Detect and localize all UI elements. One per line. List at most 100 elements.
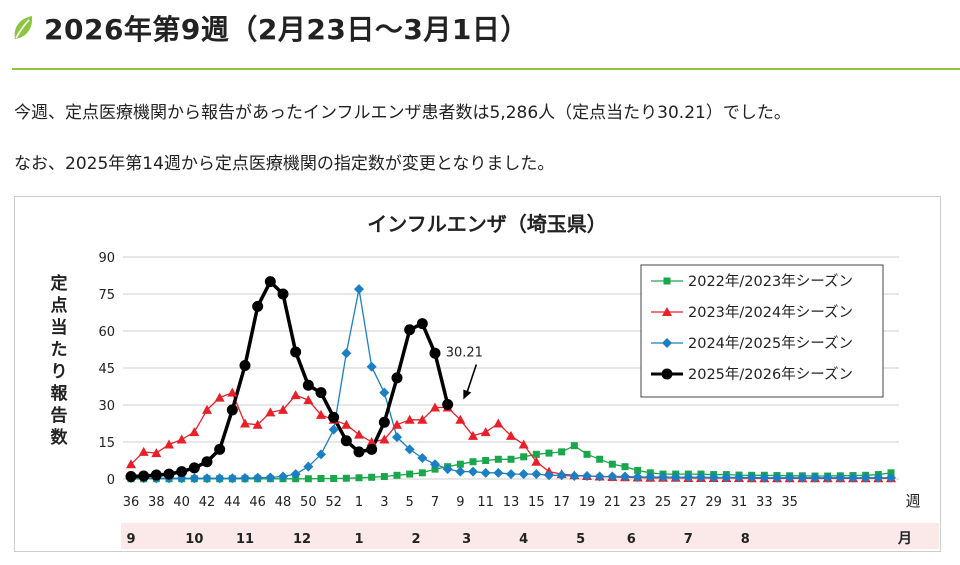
notice-text: なお、2025年第14週から定点医療機関の指定数が変更となりました。 <box>14 154 555 174</box>
chart-title: インフルエンザ（埼玉県） <box>367 212 606 236</box>
x-tick-label: 3 <box>380 495 388 510</box>
data-point <box>164 439 174 449</box>
data-point <box>506 469 516 480</box>
data-point <box>455 466 466 477</box>
month-label: 10 <box>185 532 203 547</box>
data-point <box>379 387 390 398</box>
data-point <box>455 414 466 424</box>
data-point <box>302 379 314 391</box>
data-point <box>594 471 605 482</box>
legend-label: 2024年/2025年シーズン <box>688 335 853 352</box>
heading-divider <box>12 68 960 70</box>
data-point <box>393 471 401 479</box>
data-point <box>620 471 630 482</box>
data-point <box>214 443 226 455</box>
month-label: 2 <box>411 532 420 547</box>
data-point <box>442 464 453 475</box>
data-point <box>596 455 604 463</box>
data-point <box>290 390 301 400</box>
data-point <box>404 444 415 455</box>
report-summary-text: 今週、定点医療機関から報告があったインフルエンザ患者数は5,286人（定点当たり… <box>14 103 791 123</box>
data-point <box>810 472 820 483</box>
data-point <box>392 419 402 429</box>
data-point <box>163 468 175 480</box>
month-label: 3 <box>462 532 471 547</box>
x-tick-label: 40 <box>173 495 190 510</box>
data-point <box>545 449 553 457</box>
month-label: 1 <box>354 532 363 547</box>
data-point <box>378 416 390 428</box>
month-label: 12 <box>293 532 311 547</box>
y-tick-label: 60 <box>98 325 115 340</box>
data-point <box>341 348 352 359</box>
data-point <box>634 466 642 474</box>
data-point <box>404 414 415 424</box>
legend-marker <box>662 307 672 316</box>
data-point <box>189 473 200 484</box>
x-tick-label: 31 <box>731 495 748 510</box>
data-point <box>860 472 871 483</box>
x-tick-label: 7 <box>431 495 439 510</box>
data-point <box>252 472 263 483</box>
data-point <box>126 459 136 469</box>
month-unit-label: 月 <box>897 531 912 547</box>
data-point <box>125 471 137 483</box>
data-point <box>315 387 327 399</box>
data-point <box>277 288 289 300</box>
month-band <box>121 523 939 549</box>
influenza-chart: インフルエンザ（埼玉県） 定点当たり報告数 0 15 30 45 60 75 90 36 38… <box>14 196 941 552</box>
data-point <box>328 424 339 435</box>
data-point <box>417 414 428 424</box>
month-label: 5 <box>576 532 585 547</box>
data-point <box>429 347 441 359</box>
data-point <box>430 459 440 470</box>
data-point <box>366 437 377 446</box>
annotation-arrowhead <box>463 389 472 400</box>
data-point <box>290 469 301 480</box>
data-point <box>265 472 276 483</box>
data-point <box>708 472 719 483</box>
y-tick-label: 75 <box>98 288 115 303</box>
data-point <box>317 475 325 483</box>
data-point <box>379 434 390 444</box>
data-point <box>366 361 377 372</box>
x-tick-label: 50 <box>300 495 317 510</box>
data-point <box>734 472 744 483</box>
data-point <box>658 472 668 483</box>
data-point <box>835 472 846 483</box>
data-point <box>316 409 326 419</box>
month-label: 4 <box>519 532 528 547</box>
data-point <box>290 346 302 358</box>
data-point <box>480 467 491 478</box>
month-label: 9 <box>126 532 135 547</box>
data-point <box>469 458 477 466</box>
data-point <box>304 475 312 483</box>
data-point <box>202 404 212 414</box>
data-point <box>278 471 288 482</box>
data-point <box>482 457 490 464</box>
data-point <box>328 411 340 423</box>
x-tick-label: 9 <box>456 495 464 510</box>
data-point <box>391 372 403 384</box>
data-point <box>330 475 338 483</box>
x-tick-label: 48 <box>275 495 292 510</box>
data-point <box>430 402 440 412</box>
x-tick-label: 46 <box>249 495 266 510</box>
data-point <box>202 473 212 484</box>
data-point <box>368 473 376 481</box>
data-point <box>558 448 566 456</box>
data-point <box>544 470 554 481</box>
data-point <box>214 473 225 484</box>
data-point <box>886 472 896 483</box>
data-point <box>784 472 795 483</box>
data-point <box>353 446 365 458</box>
data-point <box>240 473 250 484</box>
data-point <box>583 450 591 458</box>
data-point <box>506 430 516 440</box>
x-tick-label: 1 <box>355 495 363 510</box>
data-point <box>518 469 529 480</box>
x-tick-label: 21 <box>604 495 621 510</box>
data-point <box>531 456 542 466</box>
data-point <box>607 471 618 482</box>
